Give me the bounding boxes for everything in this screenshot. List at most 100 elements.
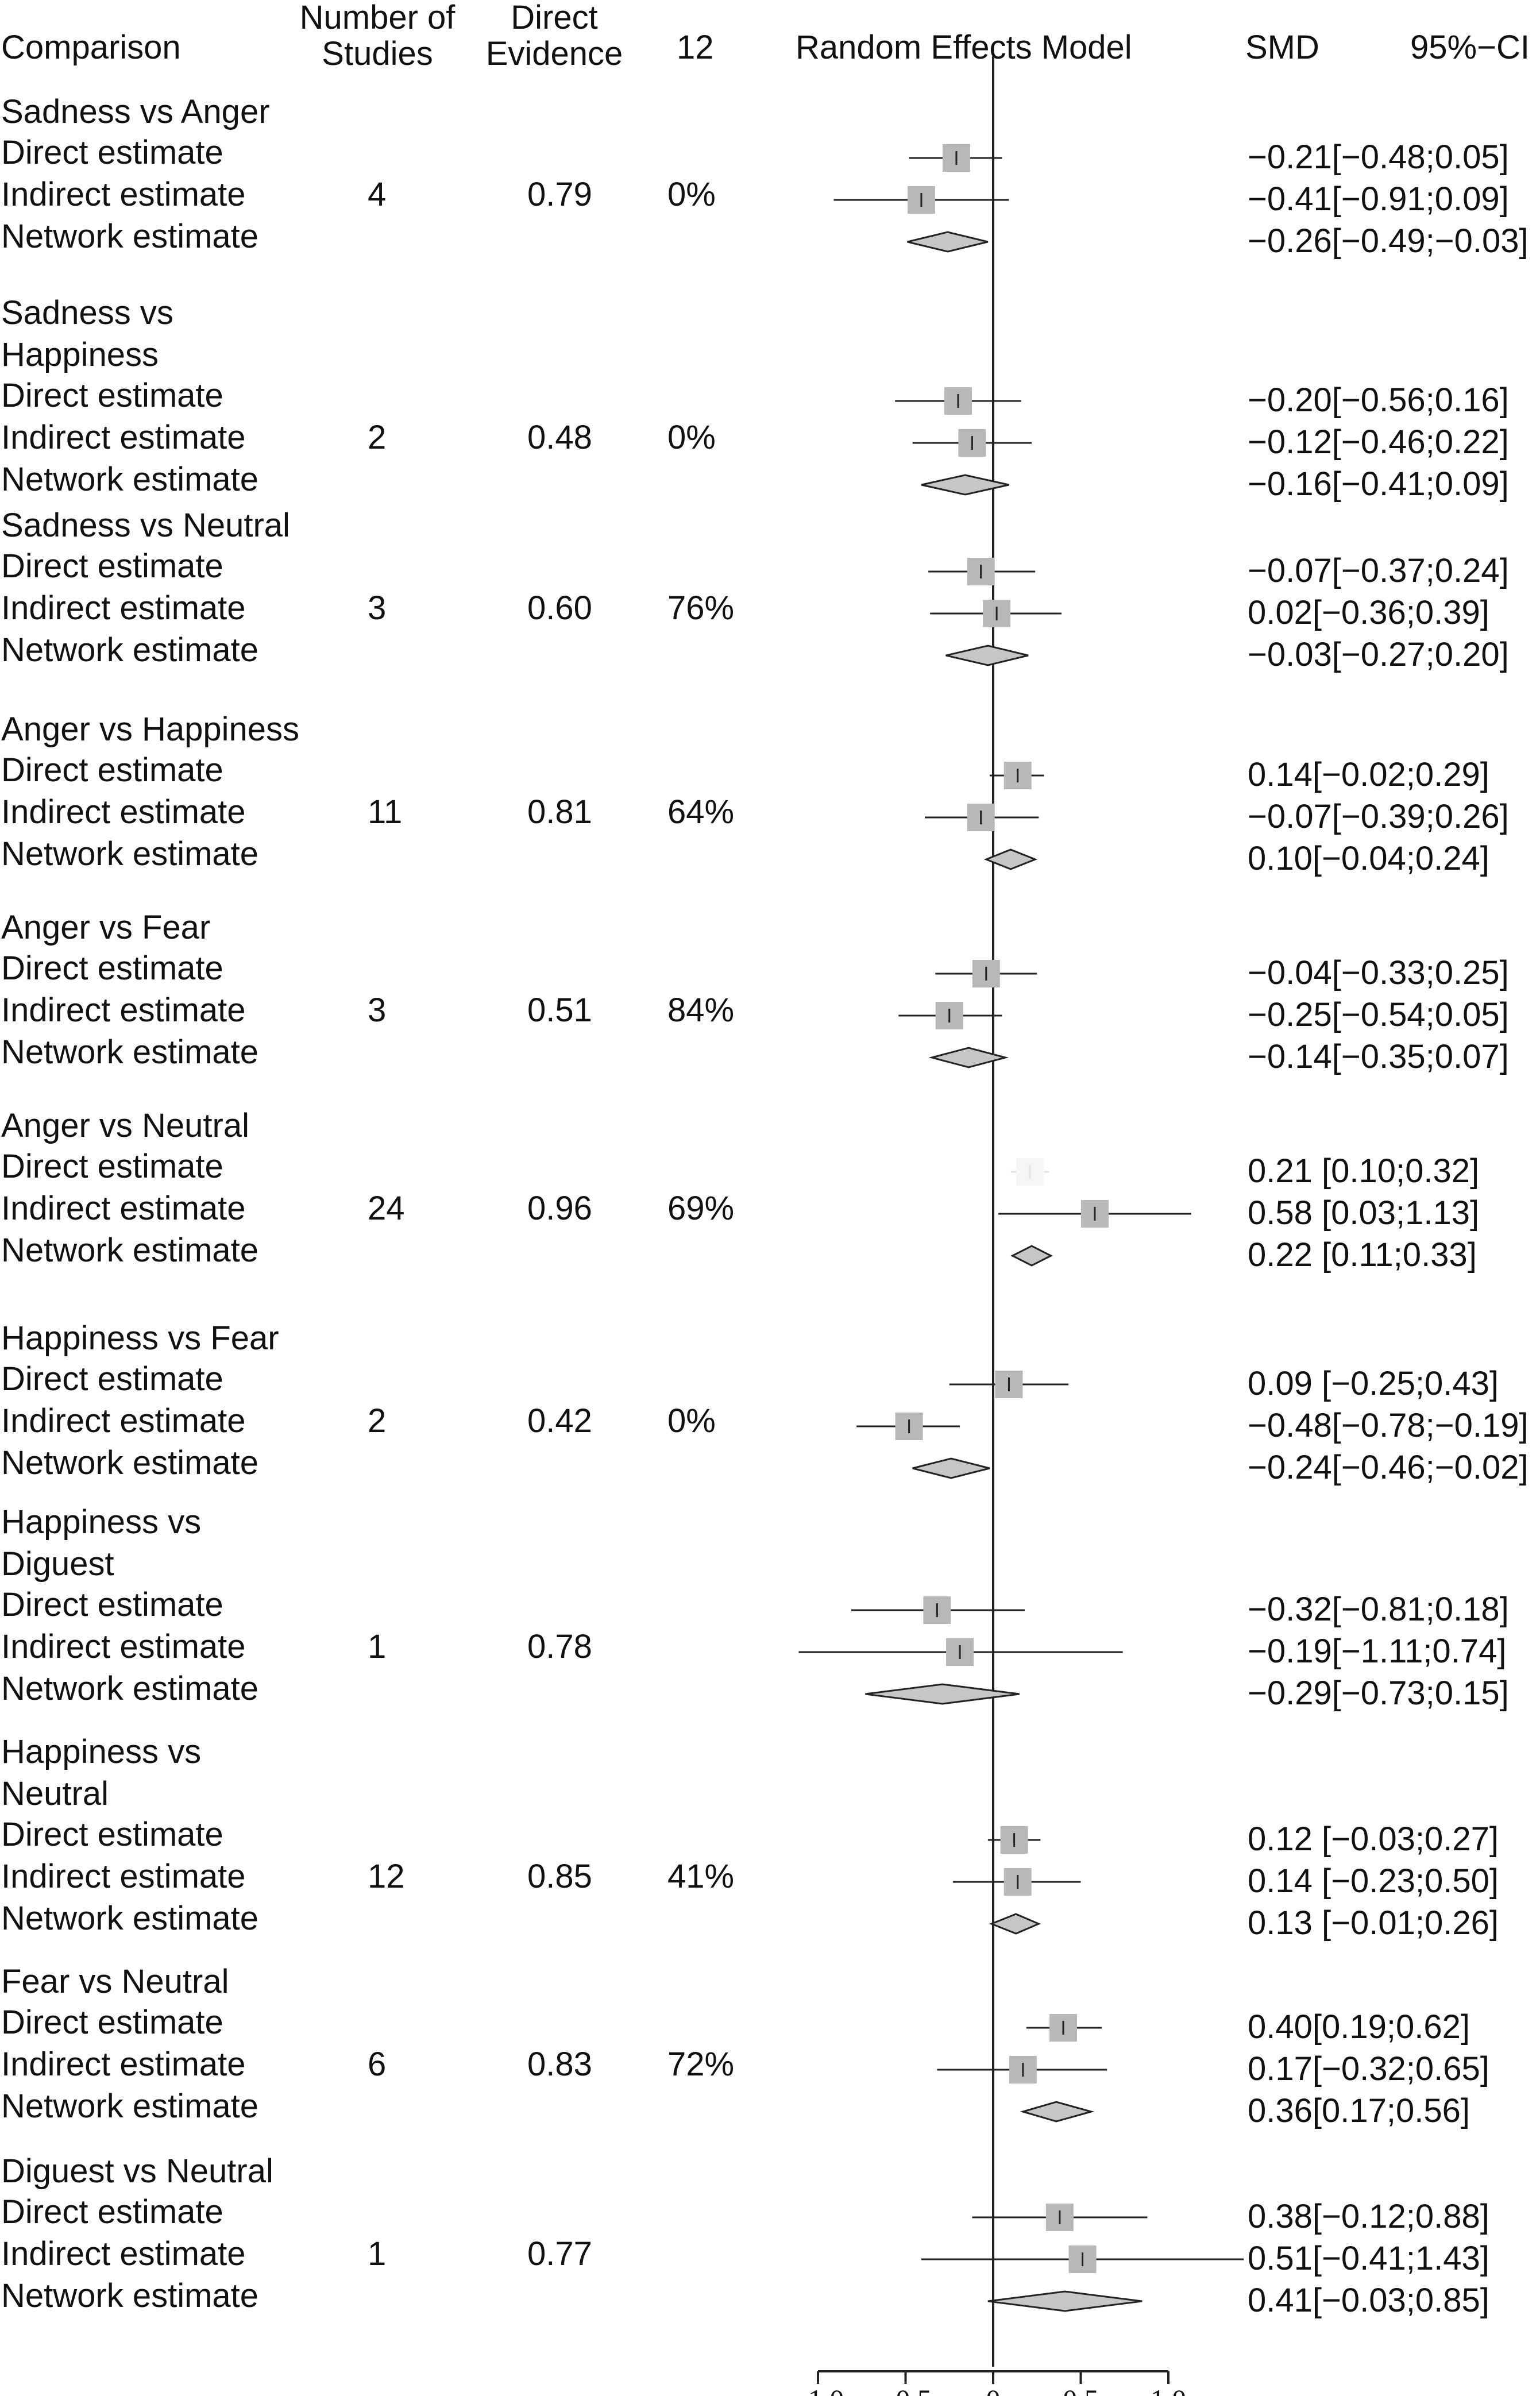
- direct-evidence-value: 0.81: [527, 793, 592, 831]
- estimate-label: Indirect estimate: [1, 1858, 246, 1895]
- smd-ci-text: 0.22 [0.11;0.33]: [1248, 1236, 1477, 1274]
- estimate-marker: [898, 1002, 1002, 1029]
- smd-ci-text: −0.19[−1.11;0.74]: [1248, 1633, 1507, 1670]
- smd-ci-text: 0.09 [−0.25;0.43]: [1248, 1365, 1499, 1402]
- direct-evidence-value: 0.51: [527, 991, 592, 1029]
- estimate-label: Indirect estimate: [1, 419, 246, 456]
- estimate-label: Direct estimate: [1, 2004, 223, 2041]
- estimate-label: Indirect estimate: [1, 1402, 246, 1440]
- smd-ci-text: −0.07[−0.39;0.26]: [1248, 798, 1509, 835]
- estimate-label: Network estimate: [1, 218, 259, 255]
- point-estimate-square: [1016, 1158, 1044, 1186]
- network-estimate-diamond: [907, 231, 989, 253]
- network-estimate-diamond: [989, 1913, 1041, 1935]
- estimate-label: Indirect estimate: [1, 1628, 246, 1665]
- smd-ci-text: 0.51[−0.41;1.43]: [1248, 2240, 1489, 2277]
- header-ci: 95%−CI: [1410, 29, 1530, 66]
- smd-ci-text: 0.38[−0.12;0.88]: [1248, 2198, 1489, 2235]
- estimate-label: Network estimate: [1, 835, 259, 873]
- network-estimate-diamond: [1020, 2101, 1095, 2123]
- estimate-label: Indirect estimate: [1, 1190, 246, 1227]
- network-estimate-diamond: [1010, 1245, 1053, 1267]
- estimate-label: Indirect estimate: [1, 2235, 246, 2272]
- estimate-marker: [925, 804, 1039, 831]
- x-axis-tick-label: 1.0: [1151, 2383, 1187, 2396]
- direct-evidence-value: 0.96: [527, 1190, 592, 1227]
- smd-ci-text: 0.36[0.17;0.56]: [1248, 2092, 1470, 2129]
- estimate-marker: [921, 2245, 1244, 2273]
- x-axis-tick-label: −0.5: [879, 2383, 932, 2396]
- header-comparison: Comparison: [1, 29, 181, 66]
- direct-evidence-value: 0.83: [527, 2046, 592, 2083]
- i2-value: 76%: [667, 589, 735, 627]
- header-i2: 12: [677, 29, 714, 66]
- network-estimate-diamond: [921, 474, 1009, 496]
- smd-ci-text: −0.41[−0.91;0.09]: [1248, 180, 1509, 218]
- smd-ci-text: −0.24[−0.46;−0.02]: [1248, 1449, 1529, 1486]
- smd-ci-text: −0.04[−0.33;0.25]: [1248, 954, 1509, 991]
- i2-value: 64%: [667, 793, 735, 831]
- smd-ci-text: −0.25[−0.54;0.05]: [1248, 996, 1509, 1033]
- direct-evidence-value: 0.85: [527, 1858, 592, 1895]
- estimate-label: Indirect estimate: [1, 176, 246, 213]
- smd-ci-text: −0.03[−0.27;0.20]: [1248, 636, 1509, 673]
- estimate-marker: [909, 144, 1002, 172]
- network-estimate-diamond: [928, 1047, 1009, 1068]
- estimate-label: Direct estimate: [1, 547, 223, 585]
- header-number-of-studies: Number of Studies: [294, 0, 461, 72]
- header-direct-line2: Evidence: [485, 34, 623, 72]
- smd-ci-text: −0.26[−0.49;−0.03]: [1248, 222, 1529, 260]
- estimate-marker: [856, 1413, 960, 1440]
- smd-ci-text: −0.21[−0.48;0.05]: [1248, 138, 1509, 176]
- smd-ci-text: −0.20[−0.56;0.16]: [1248, 381, 1509, 419]
- smd-ci-text: −0.29[−0.73;0.15]: [1248, 1675, 1509, 1712]
- smd-ci-text: 0.14[−0.02;0.29]: [1248, 756, 1489, 793]
- estimate-marker: [1010, 1158, 1049, 1186]
- smd-ci-text: −0.32[−0.81;0.18]: [1248, 1591, 1509, 1628]
- network-estimate-diamond: [945, 645, 1029, 666]
- estimate-label: Direct estimate: [1, 1816, 223, 1853]
- header-studies-line1: Number of: [299, 0, 456, 36]
- estimate-label: Direct estimate: [1, 1586, 223, 1623]
- estimate-label: Indirect estimate: [1, 589, 246, 627]
- smd-ci-text: 0.02[−0.36;0.39]: [1248, 594, 1489, 631]
- estimate-label: Network estimate: [1, 1232, 259, 1269]
- estimate-marker: [989, 762, 1044, 789]
- estimate-marker: [949, 1371, 1069, 1398]
- estimate-marker: [952, 1868, 1081, 1896]
- i2-value: 0%: [667, 419, 716, 456]
- estimate-label: Direct estimate: [1, 1360, 223, 1398]
- estimate-label: Direct estimate: [1, 950, 223, 987]
- direct-evidence-value: 0.48: [527, 419, 592, 456]
- estimate-label: Network estimate: [1, 461, 259, 498]
- smd-ci-text: −0.48[−0.78;−0.19]: [1248, 1407, 1529, 1444]
- estimate-label: Network estimate: [1, 1444, 259, 1481]
- x-axis-tick-label: 0: [986, 2383, 1001, 2396]
- estimate-label: Indirect estimate: [1, 793, 246, 831]
- comparison-title: Happiness vs: [1, 1503, 202, 1541]
- network-estimate-diamond: [983, 848, 1038, 870]
- direct-evidence-value: 0.60: [527, 589, 592, 627]
- smd-ci-text: 0.10[−0.04;0.24]: [1248, 840, 1489, 877]
- estimate-label: Direct estimate: [1, 2193, 223, 2231]
- network-estimate-diamond: [865, 1683, 1020, 1705]
- estimate-label: Network estimate: [1, 2088, 259, 2125]
- comparison-title: Anger vs Neutral: [1, 1107, 249, 1144]
- estimate-marker: [798, 1638, 1123, 1666]
- smd-ci-text: 0.41[−0.03;0.85]: [1248, 2282, 1489, 2319]
- comparison-title: Happiness vs: [1, 1733, 202, 1770]
- header-smd: SMD: [1245, 29, 1319, 66]
- smd-ci-text: 0.17[−0.32;0.65]: [1248, 2050, 1489, 2088]
- estimate-marker: [998, 1200, 1191, 1228]
- i2-value: 69%: [667, 1190, 735, 1227]
- network-estimate-diamond: [987, 2290, 1143, 2312]
- estimate-marker: [895, 387, 1021, 415]
- direct-evidence-value: 0.79: [527, 176, 592, 213]
- smd-ci-text: 0.21 [0.10;0.32]: [1248, 1152, 1480, 1190]
- comparison-title: Sadness vs: [1, 294, 173, 331]
- estimate-label: Network estimate: [1, 1670, 259, 1707]
- direct-evidence-value: 0.78: [527, 1628, 592, 1665]
- estimate-label: Direct estimate: [1, 1148, 223, 1185]
